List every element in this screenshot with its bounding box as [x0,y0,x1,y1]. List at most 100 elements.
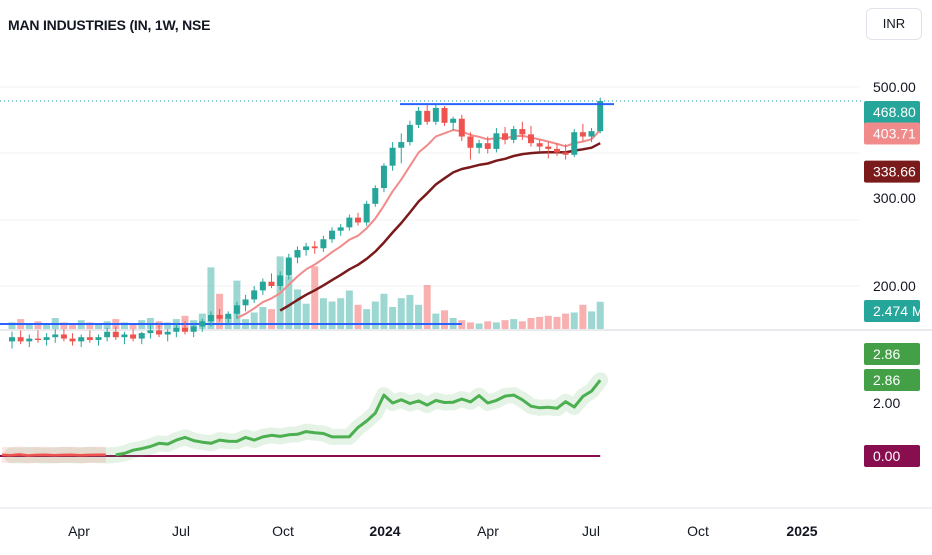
currency-button[interactable]: INR [866,8,922,40]
candle-body [545,146,552,149]
volume-tag-bg [864,300,920,322]
volume-bar [579,304,587,329]
candle-body [251,290,258,300]
candle-body [579,132,586,137]
candle-body [26,338,33,342]
candle-body [458,118,465,137]
candle-body [52,334,59,338]
ema-slow-tag-bg [864,160,920,183]
indicator-pane [0,372,609,464]
candle-body [34,338,41,340]
volume-bar [553,316,561,329]
volume-bar [501,320,509,329]
volume-bar [86,322,94,329]
volume-bar [397,298,405,329]
indicator-zero-tag-bg [864,445,920,467]
candle-body [17,337,24,342]
volume-bar [527,318,535,329]
grid-layer [0,86,860,287]
candle-body [441,107,448,123]
candle-body [476,143,483,148]
candle-body [259,281,266,291]
indicator-tick-label: 2.00 [873,395,900,411]
volume-bar [69,323,77,329]
candle-body [372,188,379,204]
candle-body [216,315,223,319]
volume-bar [319,298,327,329]
indicator-tag-1-bg [864,343,920,365]
volume-bar [8,322,16,329]
volume-bar [285,276,293,329]
volume-bar [164,322,172,329]
volume-bar [588,311,596,329]
volume-bar [389,307,397,329]
candle-body [450,118,457,123]
candle-body [363,203,370,223]
volume-bar [363,309,371,329]
volume-bar [596,301,604,329]
time-label: 2025 [786,523,817,539]
candle-body [415,110,422,125]
ema-fast-tag-bg [864,122,920,145]
ema-lines-layer [236,129,601,319]
candle-body [95,337,102,340]
candle-body [156,330,163,335]
candle-body [562,152,569,155]
volume-bar [259,307,267,329]
volume-bar [570,312,578,329]
volume-bar [60,322,68,329]
volume-bar [492,322,500,329]
candle-body [190,326,197,332]
volume-bar [406,294,414,329]
indicator-zero-tag: 0.00 [873,448,900,464]
candle-body [138,333,145,339]
candle-body [571,132,578,155]
volume-bar [345,290,353,329]
volume-bar [544,315,552,329]
time-label: Jul [582,523,600,539]
volume-bar [95,323,102,329]
volume-bar [354,304,362,329]
candle-body [9,337,15,342]
time-label: Oct [687,523,709,539]
candle-body [553,148,560,153]
indicator-tag-1: 2.86 [873,346,900,362]
volume-bar [43,323,51,329]
volume-bar [475,323,483,329]
volume-bar [293,289,301,329]
volume-bar [441,310,448,329]
candle-body [398,142,405,148]
volume-bar [562,313,570,329]
indicator-red-line [1,453,106,457]
candle-body [112,331,119,338]
candlestick-series [9,97,604,349]
time-label: Oct [272,523,294,539]
volume-bar [380,293,388,329]
candle-body [60,334,67,339]
time-axis[interactable]: Apr Jul Oct 2024 Apr Jul Oct 2025 [68,523,818,539]
candle-body [104,331,111,338]
volume-bar [423,285,431,329]
candle-body [311,246,318,249]
volume-bar [518,321,526,329]
candle-body [355,217,361,223]
volume-bar [371,301,379,329]
time-label: Apr [477,523,499,539]
volume-bar [466,322,474,329]
candle-body [242,299,249,306]
volume-bar [432,313,440,329]
candle-body [536,143,543,147]
volume-bar [328,301,336,329]
indicator-glow [4,372,609,464]
candle-body [484,143,491,149]
volume-bar [415,304,423,329]
ema-fast-line [236,129,601,319]
volume-bar [250,312,258,329]
candle-body [164,331,171,335]
candle-body [406,124,413,143]
time-label: 2024 [369,523,400,539]
volume-bar [25,324,33,329]
